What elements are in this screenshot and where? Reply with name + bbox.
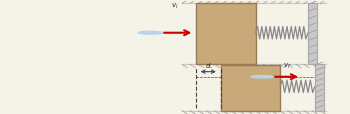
Bar [308, 4, 317, 65]
Bar [196, 4, 256, 65]
Text: $v_i$: $v_i$ [171, 2, 179, 11]
Bar [220, 66, 280, 111]
Bar [315, 65, 324, 111]
Ellipse shape [251, 76, 274, 78]
Ellipse shape [138, 32, 163, 35]
Text: $d$: $d$ [205, 61, 211, 70]
Text: $v_f$: $v_f$ [283, 61, 291, 70]
